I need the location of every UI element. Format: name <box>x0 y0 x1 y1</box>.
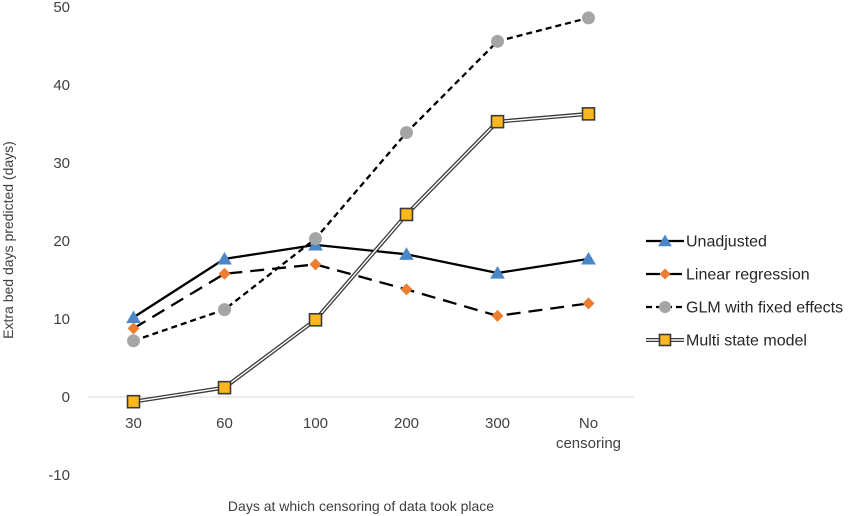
data-point <box>127 322 140 335</box>
y-tick-label: -10 <box>48 467 70 484</box>
data-point <box>309 258 322 271</box>
series-2 <box>127 258 595 335</box>
legend-item: GLM with fixed effects <box>646 300 843 317</box>
series-line <box>133 111 589 404</box>
legend-item: Linear regression <box>646 267 810 284</box>
x-tick-label: 60 <box>216 415 233 432</box>
data-point <box>400 283 413 296</box>
y-axis: -10 0 10 20 30 40 50 <box>48 0 70 484</box>
data-point <box>490 265 505 279</box>
series-line-inner <box>133 113 589 403</box>
data-point <box>218 303 231 317</box>
data-point <box>218 267 231 280</box>
legend-label: Unadjusted <box>686 234 767 251</box>
data-point <box>582 297 595 310</box>
data-point <box>217 251 232 265</box>
series-3 <box>127 11 595 348</box>
data-point <box>400 126 413 140</box>
x-axis: 30 60 100 200 300 No censoring <box>88 396 634 452</box>
series-line <box>133 16 589 342</box>
data-point <box>126 394 141 409</box>
y-tick-label: 0 <box>62 389 70 406</box>
series-layer <box>126 11 596 409</box>
series-line <box>132 243 589 319</box>
data-point <box>126 310 141 324</box>
legend-item: Unadjusted <box>646 234 767 251</box>
x-tick-label: No censoring <box>556 415 621 452</box>
data-point <box>490 114 505 129</box>
legend-label: Multi state model <box>686 333 807 350</box>
legend-marker <box>659 301 671 313</box>
x-tick-label: 200 <box>394 415 419 432</box>
y-tick-label: 30 <box>53 155 70 172</box>
y-tick-label: 10 <box>53 311 70 328</box>
y-tick-label: 20 <box>53 233 70 250</box>
data-point <box>127 334 140 348</box>
y-tick-label: 40 <box>53 77 70 94</box>
data-point <box>309 232 322 246</box>
y-tick-label: 50 <box>53 0 70 16</box>
data-point <box>582 11 595 25</box>
data-point <box>217 380 232 395</box>
x-axis-title: Days at which censoring of data took pla… <box>228 498 494 514</box>
x-tick-label: 100 <box>303 415 328 432</box>
legend: Unadjusted Linear regression GLM with fixe… <box>646 234 843 350</box>
data-point <box>581 107 596 121</box>
data-point <box>491 34 504 48</box>
legend-item: Multi state model <box>646 333 807 350</box>
data-point <box>399 247 414 260</box>
data-point <box>308 312 323 327</box>
data-point <box>399 207 414 222</box>
data-point <box>581 251 596 265</box>
series-line <box>132 263 589 330</box>
x-tick-label: 30 <box>125 415 142 432</box>
data-point <box>491 309 504 322</box>
legend-label: Linear regression <box>686 267 810 284</box>
legend-label: GLM with fixed effects <box>686 300 843 317</box>
series-4 <box>126 107 596 409</box>
legend-marker <box>658 333 672 347</box>
y-axis-title: Extra bed days predicted (days) <box>0 141 16 339</box>
legend-marker <box>658 234 672 247</box>
legend-marker <box>659 268 671 280</box>
series-1 <box>126 237 596 324</box>
x-tick-label: 300 <box>485 415 510 432</box>
